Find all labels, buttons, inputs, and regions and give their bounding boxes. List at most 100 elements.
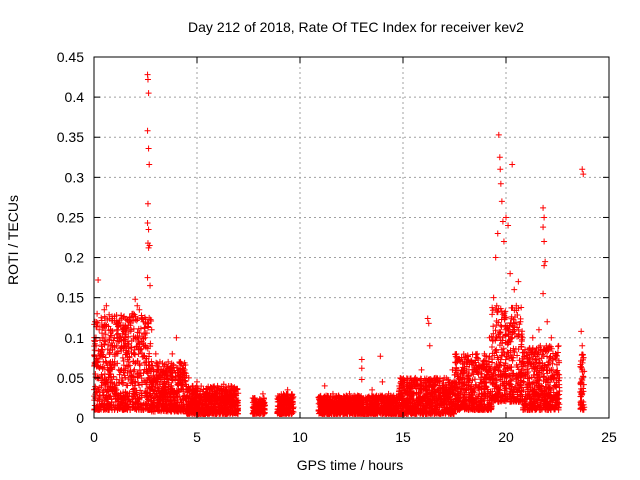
data-point-dense [111,334,118,341]
data-point-dense [148,358,155,365]
data-point-dense [98,382,105,389]
data-point-dense [118,344,125,351]
data-point-dense [118,337,125,344]
data-point-dense [161,371,168,378]
data-point-dense [142,405,149,412]
data-point-dense [182,370,189,377]
data-point-dense [125,358,132,365]
data-point-dense [153,390,160,397]
data-point-dense [164,375,171,382]
data-point-dense [141,366,148,373]
data-point-dense [171,407,178,414]
data-point-dense [104,378,111,385]
data-point-dense [148,401,155,408]
data-point-dense [107,332,114,339]
data-point-dense [95,394,102,401]
data-point-dense [102,380,109,387]
data-point-dense [143,355,150,362]
data-point-dense [181,377,188,384]
data-point-dense [177,397,184,404]
data-point-dense [124,324,131,331]
data-point-dense [107,393,114,400]
data-point-dense [166,403,173,410]
data-point-dense [228,383,235,390]
data-point-dense [225,408,232,415]
data-point-dense [126,354,133,361]
data-point-dense [149,402,156,409]
data-point-dense [130,394,137,401]
data-point-dense [147,392,154,399]
data-point-dense [171,397,178,404]
data-point-dense [164,388,171,395]
data-point-dense [146,314,153,321]
data-point-dense [110,373,117,380]
data-point-dense [161,379,168,386]
data-point-dense [118,379,125,386]
data-point-dense [106,360,113,367]
data-point-dense [170,390,177,397]
data-point-dense [178,380,185,387]
data-point-dense [109,388,116,395]
data-point-dense [180,365,187,372]
data-point-dense [157,393,164,400]
data-point-dense [110,337,117,344]
data-point-dense [132,382,139,389]
data-point-dense [174,408,181,415]
data-point-dense [167,394,174,401]
data-point-dense [140,353,147,360]
data-point-dense [107,384,114,391]
data-point-dense [102,331,109,338]
data-point-dense [489,359,496,366]
data-point-dense [216,404,223,411]
data-point-dense [125,341,132,348]
data-point-dense [115,379,122,386]
data-point-dense [138,375,145,382]
data-point-dense [127,367,134,374]
data-point-dense [154,367,161,374]
data-point-dense [104,317,111,324]
data-point-dense [185,410,192,417]
data-point-dense [113,387,120,394]
grid-lines [94,57,609,418]
data-point-dense [101,322,108,329]
data-point-dense [154,362,161,369]
data-point-dense [101,323,108,330]
data-point-dense [146,384,153,391]
data-point-dense [209,396,216,403]
data-point-dense [143,389,150,396]
data-point-dense [121,336,128,343]
data-point-dense [144,323,151,330]
data-point-dense [177,371,184,378]
data-point-dense [113,376,120,383]
data-point-dense [124,350,131,357]
data-point-dense [100,391,107,398]
data-point-dense [213,389,220,396]
data-point-dense [158,404,165,411]
data-point-dense [162,402,169,409]
data-point-dense [128,373,135,380]
data-point-dense [100,403,107,410]
data-point-dense [135,335,142,342]
data-point-dense [102,354,109,361]
data-point-dense [140,343,147,350]
data-point-dense [228,409,235,416]
data-point-dense [131,391,138,398]
data-point-dense [121,402,128,409]
data-point-dense [178,399,185,406]
data-point-dense [98,400,105,407]
data-point-dense [149,379,156,386]
data-point-dense [159,360,166,367]
data-point-dense [126,396,133,403]
data-point-dense [146,361,153,368]
data-point-dense [120,326,127,333]
data-point-dense [105,402,112,409]
data-point-dense [137,325,144,332]
data-point-dense [168,373,175,380]
data-point-dense [134,358,141,365]
data-point-dense [106,370,113,377]
data-point-dense [106,311,113,318]
data-point-dense [124,369,131,376]
data-point-dense [199,400,206,407]
data-point-dense [116,371,123,378]
